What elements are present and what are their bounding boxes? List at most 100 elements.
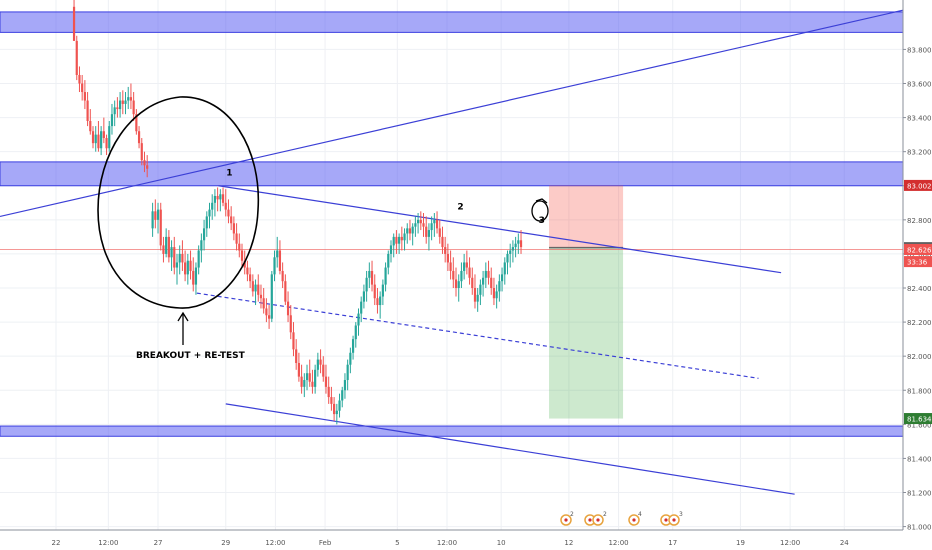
candle: [235, 223, 238, 251]
stop-loss-zone[interactable]: [549, 185, 624, 248]
x-tick-label: 22: [52, 539, 61, 547]
x-tick-label: 12:00: [608, 539, 628, 547]
candle-body: [124, 100, 127, 104]
candle: [216, 187, 219, 212]
candle: [129, 83, 133, 110]
candle: [110, 103, 114, 135]
candle-body: [498, 281, 501, 292]
candle: [105, 134, 108, 156]
candle: [408, 219, 412, 241]
candle-body: [254, 284, 257, 292]
candle: [357, 308, 360, 336]
trendline[interactable]: [0, 9, 904, 218]
candle: [351, 335, 355, 360]
candle-body: [246, 267, 249, 275]
candle: [86, 92, 89, 127]
zone[interactable]: [0, 11, 904, 33]
event-marker[interactable]: 4: [628, 511, 642, 526]
trendline[interactable]: [218, 185, 782, 274]
candle-body: [102, 131, 105, 139]
candle: [194, 262, 198, 295]
candle-body: [72, 6, 76, 41]
y-tick-label: 81.600: [907, 421, 932, 429]
event-marker[interactable]: 2: [584, 511, 607, 526]
candle-body: [75, 40, 78, 75]
candle-body: [211, 202, 214, 210]
candle: [333, 397, 336, 421]
candle: [373, 274, 376, 306]
candle: [257, 274, 260, 302]
candle-body: [189, 260, 192, 271]
candle: [286, 291, 290, 323]
candle: [295, 339, 298, 370]
candle-body: [249, 274, 252, 282]
candle-body: [257, 284, 260, 295]
candle: [284, 274, 287, 306]
candle: [251, 274, 254, 297]
candle: [495, 284, 498, 309]
candle: [297, 352, 300, 382]
candle: [449, 250, 452, 280]
candle: [503, 257, 506, 285]
freehand-drawings[interactable]: [97, 96, 549, 345]
candle-body: [235, 233, 238, 244]
candle: [349, 347, 352, 374]
zone[interactable]: [0, 161, 904, 187]
candle: [511, 240, 515, 263]
trendline[interactable]: [225, 403, 795, 495]
candle-body: [392, 236, 395, 246]
candle-body: [284, 281, 287, 302]
wave-label-1: 1: [226, 169, 232, 179]
candle-body: [509, 250, 512, 254]
candle-body: [362, 291, 366, 302]
up-arrow[interactable]: [177, 311, 189, 345]
candle-body: [465, 262, 468, 268]
candle: [471, 267, 474, 295]
candle: [308, 359, 311, 387]
candle: [487, 260, 490, 285]
x-tick-label: 12:00: [437, 539, 457, 547]
candle: [433, 213, 436, 237]
event-marker[interactable]: 3: [660, 511, 683, 526]
candle: [273, 250, 276, 282]
candle-body: [514, 243, 517, 248]
trendlines[interactable]: [0, 9, 904, 495]
candle-body: [373, 284, 376, 299]
take-profit-zone[interactable]: [549, 247, 624, 419]
candle-body: [259, 294, 263, 299]
price-badge: 33:36: [904, 256, 932, 268]
event-marker[interactable]: 2: [560, 511, 574, 526]
circle-3[interactable]: [531, 200, 549, 222]
candle: [422, 213, 425, 237]
candle-body: [270, 274, 273, 319]
candle: [221, 187, 225, 207]
candle-body: [281, 270, 284, 282]
candle-body: [165, 236, 168, 254]
candle-body: [389, 245, 393, 254]
candle: [211, 194, 214, 220]
candle: [156, 202, 160, 234]
price-badge-text: 83.002: [907, 182, 932, 190]
candle-body: [129, 97, 133, 101]
breakout-circle[interactable]: [97, 96, 260, 309]
candle: [517, 233, 520, 254]
candle: [116, 97, 119, 118]
candle: [267, 305, 271, 329]
candle: [482, 270, 485, 297]
candle-body: [167, 236, 170, 258]
zone[interactable]: [0, 425, 904, 437]
candle-body: [232, 223, 235, 234]
short-position-tool[interactable]: [549, 185, 624, 419]
candle-body: [91, 131, 95, 144]
candle: [381, 279, 384, 306]
candle: [238, 233, 241, 258]
candle-body: [262, 298, 265, 309]
candle-body: [118, 100, 122, 110]
candle: [213, 189, 217, 217]
y-tick-label: 82.000: [907, 353, 932, 361]
event-markers[interactable]: 2 2 4 3: [560, 511, 683, 526]
x-tick-label: Feb: [319, 539, 332, 547]
candle-body: [324, 376, 328, 387]
candle: [341, 386, 344, 408]
